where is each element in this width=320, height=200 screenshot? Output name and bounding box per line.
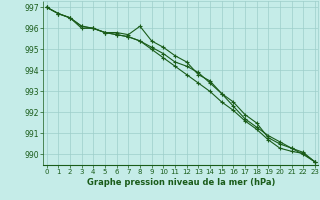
X-axis label: Graphe pression niveau de la mer (hPa): Graphe pression niveau de la mer (hPa)	[87, 178, 275, 187]
